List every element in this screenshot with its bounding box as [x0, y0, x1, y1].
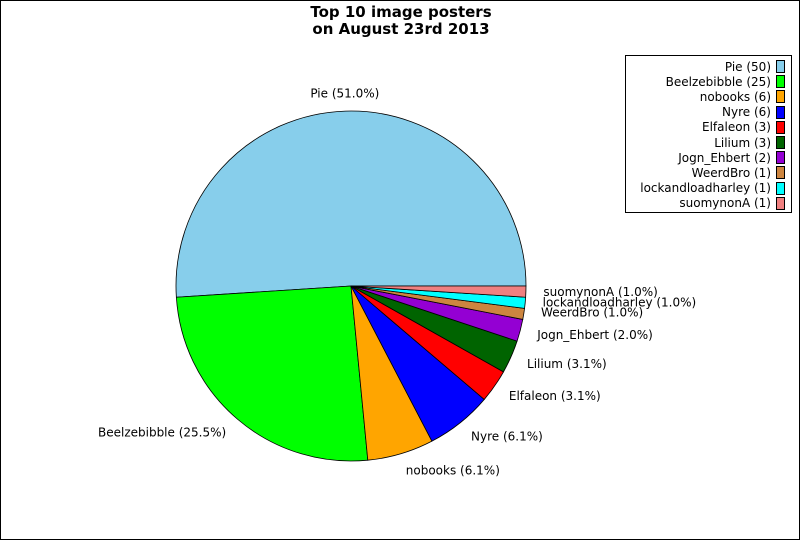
legend-swatch	[776, 136, 785, 150]
legend-label: Elfaleon (3)	[702, 120, 771, 135]
chart-legend: Pie (50) Beelzebibble (25) nobooks (6) Nyre…	[625, 55, 792, 213]
legend-entry-nobooks: nobooks (6)	[626, 89, 785, 104]
legend-label: suomynonA (1)	[679, 196, 771, 211]
pie-slice-beelzebibble	[175, 285, 369, 462]
legend-entry-nyre: Nyre (6)	[626, 105, 785, 120]
legend-swatch	[776, 60, 785, 74]
pie-label-elfaleon: Elfaleon (3.1%)	[509, 389, 601, 403]
pie-label-pie: Pie (51.0%)	[310, 87, 379, 101]
legend-swatch	[776, 196, 785, 210]
pie-slice-pie	[175, 110, 527, 298]
legend-entry-jogn-ehbert: Jogn_Ehbert (2)	[626, 150, 785, 165]
legend-entry-lockandloadharley: lockandloadharley (1)	[626, 181, 785, 196]
legend-entry-lilium: Lilium (3)	[626, 135, 785, 150]
legend-entry-beelzebibble: Beelzebibble (25)	[626, 74, 785, 89]
legend-swatch	[776, 75, 785, 89]
pie-label-nyre: Nyre (6.1%)	[471, 430, 543, 444]
legend-entry-elfaleon: Elfaleon (3)	[626, 120, 785, 135]
pie-slice-suomynona	[350, 285, 527, 298]
pie-label-beelzebibble: Beelzebibble (25.5%)	[98, 426, 226, 440]
pie-label-jogn-ehbert: Jogn_Ehbert (2.0%)	[536, 328, 653, 342]
legend-label: lockandloadharley (1)	[640, 181, 771, 196]
legend-swatch	[776, 151, 785, 165]
legend-swatch	[776, 120, 785, 134]
legend-label: WeerdBro (1)	[691, 165, 771, 180]
pie-label-lockandloadharley: lockandloadharley (1.0%)	[543, 295, 697, 309]
legend-swatch	[776, 105, 785, 119]
legend-label: Pie (50)	[724, 59, 771, 74]
legend-entry-weerdbro: WeerdBro (1)	[626, 165, 785, 180]
legend-entry-pie: Pie (50)	[626, 59, 785, 74]
legend-label: Nyre (6)	[722, 105, 771, 120]
pie-label-nobooks: nobooks (6.1%)	[406, 464, 500, 478]
chart-title: Top 10 image posters on August 23rd 2013	[1, 3, 799, 38]
pie-label-suomynona: suomynonA (1.0%)	[543, 285, 657, 299]
legend-label: Jogn_Ehbert (2)	[678, 150, 771, 165]
legend-entry-suomynona: suomynonA (1)	[626, 196, 785, 211]
legend-label: Beelzebibble (25)	[665, 74, 771, 89]
legend-swatch	[776, 181, 785, 195]
legend-swatch	[776, 166, 785, 180]
legend-swatch	[776, 90, 785, 104]
chart-title-line1: Top 10 image posters	[310, 3, 492, 21]
pie-label-weerdbro: WeerdBro (1.0%)	[541, 306, 643, 320]
legend-label: nobooks (6)	[699, 89, 771, 104]
legend-label: Lilium (3)	[714, 135, 771, 150]
chart-title-line2: on August 23rd 2013	[312, 20, 490, 38]
pie-label-lilium: Lilium (3.1%)	[527, 357, 607, 371]
